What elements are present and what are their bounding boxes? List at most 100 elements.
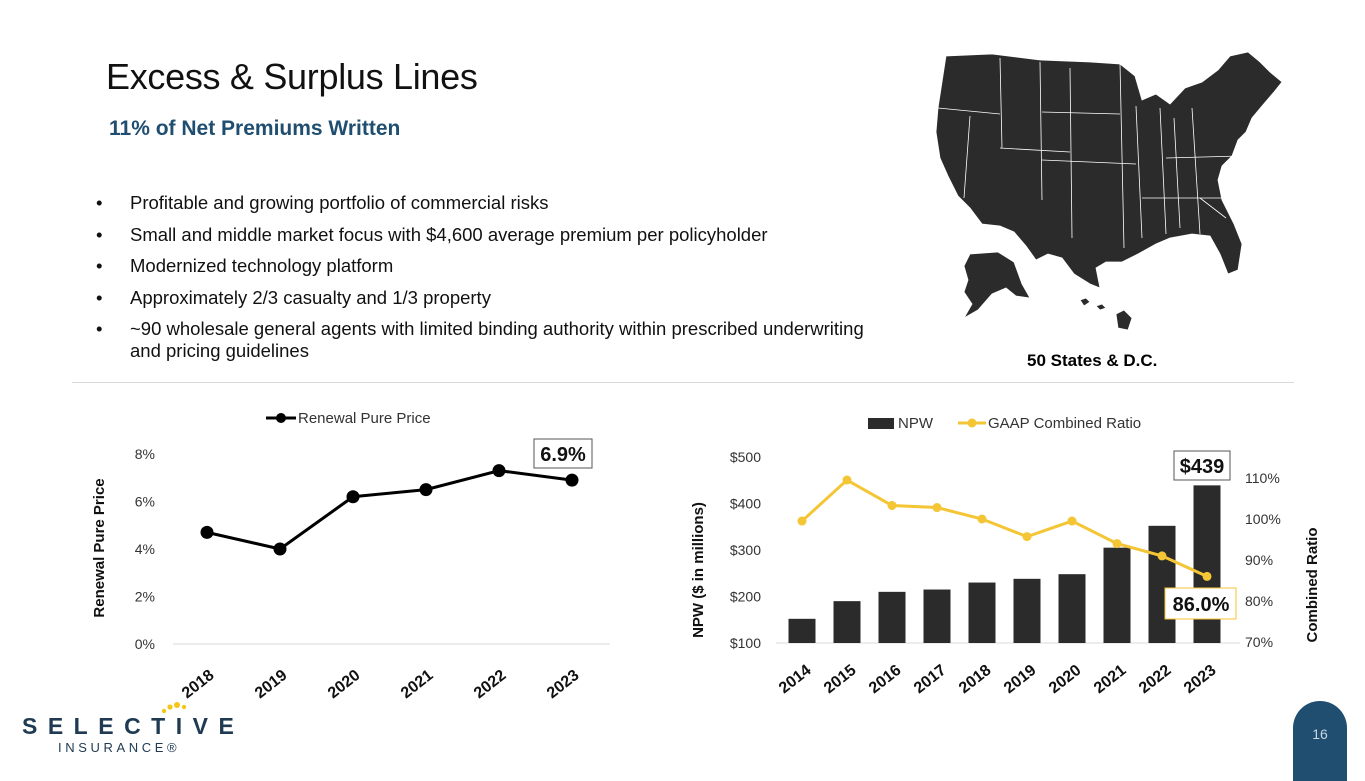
page-number: 16 xyxy=(1312,726,1328,742)
y-tick-label: $100 xyxy=(730,635,761,651)
bullet-icon: • xyxy=(96,223,103,245)
ratio-point xyxy=(932,503,942,513)
data-point xyxy=(492,464,506,478)
bullet-item: • Small and middle market focus with $4,6… xyxy=(96,224,886,246)
data-point xyxy=(419,483,433,497)
bullet-icon: • xyxy=(96,192,103,213)
ratio-line xyxy=(800,478,1208,578)
y-axis-title: Renewal Pure Price xyxy=(91,478,108,617)
data-point xyxy=(273,542,287,556)
x-tick-label: 2021 xyxy=(398,667,437,702)
x-tick-label: 2019 xyxy=(252,667,291,702)
x-tick-label: 2018 xyxy=(956,662,995,697)
y-tick-label: $400 xyxy=(730,496,761,512)
x-tick-label: 2016 xyxy=(866,662,905,697)
bullet-item: • Modernized technology platform xyxy=(96,255,886,277)
y2-tick-label: 70% xyxy=(1245,634,1273,650)
x-tick-label: 2015 xyxy=(821,662,860,697)
x-tick-label: 2022 xyxy=(1136,662,1175,697)
x-tick-label: 2020 xyxy=(1046,662,1085,697)
bullet-item: • Profitable and growing portfolio of com… xyxy=(96,192,886,214)
y2-tick-label: 80% xyxy=(1245,593,1273,609)
page-subtitle: 11% of Net Premiums Written xyxy=(109,117,401,140)
ratio-point xyxy=(1067,516,1077,526)
callout-box xyxy=(533,438,593,469)
logo-wordmark: SELECTIVE xyxy=(22,713,245,739)
y-tick-label: $200 xyxy=(730,589,761,605)
x-tick-label: 2019 xyxy=(1001,662,1040,697)
y-tick-label: $500 xyxy=(730,449,761,465)
bullet-icon: • xyxy=(96,318,103,339)
bar xyxy=(1103,547,1131,643)
map-caption: 50 States & D.C. xyxy=(1027,351,1158,370)
us-map-icon xyxy=(935,51,1283,331)
bar xyxy=(1148,525,1176,643)
bullet-icon: • xyxy=(96,255,103,276)
bullet-list: • Profitable and growing portfolio of com… xyxy=(96,192,886,372)
x-tick-label: 2021 xyxy=(1091,662,1130,697)
bullet-item: • Approximately 2/3 casualty and 1/3 prop… xyxy=(96,287,886,309)
bullet-text: Small and middle market focus with $4,60… xyxy=(130,223,768,245)
legend-label: GAAP Combined Ratio xyxy=(988,415,1141,432)
ratio-point xyxy=(842,475,852,485)
x-tick-label: 2023 xyxy=(544,667,583,702)
bullet-text: Profitable and growing portfolio of comm… xyxy=(130,192,549,213)
y2-tick-label: 110% xyxy=(1245,470,1280,486)
x-tick-label: 2022 xyxy=(471,667,510,702)
bullet-item: • ~90 wholesale general agents with limit… xyxy=(96,318,886,362)
data-point xyxy=(200,525,214,539)
legend-marker-icon xyxy=(967,418,977,428)
legend-label: Renewal Pure Price xyxy=(298,410,431,427)
ratio-point xyxy=(1112,539,1122,549)
bar xyxy=(968,582,996,643)
logo-subtext: INSURANCE® xyxy=(58,740,181,755)
npw-callout-label: $439 xyxy=(1180,456,1225,478)
npw-callout-box xyxy=(1173,450,1231,481)
x-tick-label: 2020 xyxy=(325,667,364,702)
x-tick-label: 2014 xyxy=(776,662,815,697)
bar xyxy=(923,589,951,643)
y-tick-label: 2% xyxy=(135,589,155,605)
bar xyxy=(1013,578,1041,643)
legend-bar-icon xyxy=(868,418,894,429)
bar xyxy=(878,591,906,643)
x-tick-label: 2023 xyxy=(1181,662,1220,697)
data-point xyxy=(346,490,360,504)
series-line xyxy=(206,469,573,551)
ratio-point xyxy=(977,514,987,524)
npw-combined-ratio-chart: NPW GAAP Combined Ratio $100 $200 $300 $400 $5… xyxy=(690,415,1321,697)
section-divider xyxy=(72,382,1294,383)
ratio-point xyxy=(1022,532,1032,542)
ratio-callout-label: 86.0% xyxy=(1173,594,1230,616)
bullet-text: ~90 wholesale general agents with limite… xyxy=(130,318,864,361)
ratio-point xyxy=(887,500,897,510)
y-tick-label: $300 xyxy=(730,542,761,558)
bullet-text: Modernized technology platform xyxy=(130,255,394,276)
legend-label: NPW xyxy=(898,415,934,432)
bar xyxy=(833,601,861,643)
ratio-callout-box xyxy=(1164,587,1237,620)
bullet-text: Approximately 2/3 casualty and 1/3 prope… xyxy=(130,286,491,308)
y-tick-label: 8% xyxy=(135,446,155,462)
data-point xyxy=(565,473,579,487)
y-axis-title: NPW ($ in millions) xyxy=(690,502,707,638)
x-tick-label: 2018 xyxy=(179,667,218,702)
ratio-point xyxy=(797,516,807,526)
y2-tick-label: 100% xyxy=(1245,511,1281,527)
y-tick-label: 0% xyxy=(135,636,155,652)
ratio-point xyxy=(1202,571,1212,581)
ratio-point xyxy=(1157,551,1167,561)
y2-axis-title: Combined Ratio xyxy=(1304,528,1321,643)
logo-dots-icon xyxy=(161,702,187,714)
renewal-pure-price-chart: Renewal Pure Price 0% 2% 4% 6% 8% Renewal Pure… xyxy=(91,410,610,702)
bar xyxy=(788,618,816,643)
legend-marker-icon xyxy=(276,413,286,423)
x-tick-label: 2017 xyxy=(911,662,950,697)
callout-label: 6.9% xyxy=(540,444,586,466)
y-tick-label: 6% xyxy=(135,494,155,510)
page-title: Excess & Surplus Lines xyxy=(106,56,478,97)
bullet-icon: • xyxy=(96,286,103,308)
bar xyxy=(1058,574,1086,643)
y-tick-label: 4% xyxy=(135,541,155,557)
y2-tick-label: 90% xyxy=(1245,552,1273,568)
